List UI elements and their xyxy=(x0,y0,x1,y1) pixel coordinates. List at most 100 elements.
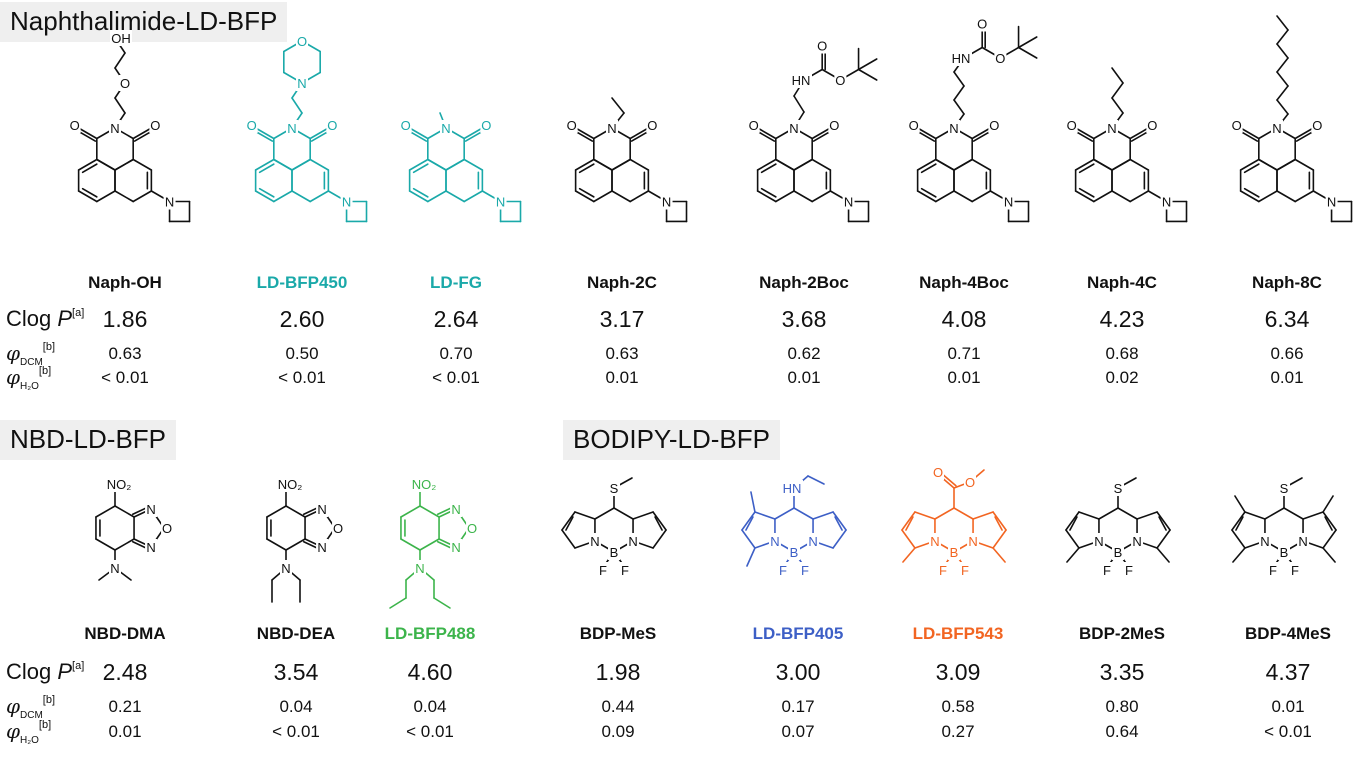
bond xyxy=(775,158,795,171)
phi-h2o-value: < 0.01 xyxy=(101,368,149,387)
atom-label-o: O xyxy=(333,521,343,536)
bond xyxy=(741,511,756,531)
bond xyxy=(565,516,574,531)
phi-h2o-value: 0.01 xyxy=(605,368,639,387)
atom-label-b: B xyxy=(610,545,619,560)
bond xyxy=(309,127,330,140)
molecule-Naph-4C: O O N N xyxy=(1065,67,1188,223)
atom-label-s: S xyxy=(1280,481,1289,496)
bond xyxy=(1093,190,1113,203)
atom-label-n: N xyxy=(1094,534,1103,549)
atom-mask xyxy=(1146,117,1159,133)
atom-mask xyxy=(326,117,339,133)
atom-label-n: N xyxy=(949,121,958,136)
bond xyxy=(412,163,429,174)
atom-mask xyxy=(597,562,609,578)
bond xyxy=(1231,529,1246,549)
atom-label-n: N xyxy=(1298,534,1307,549)
atom-label-o: O xyxy=(481,118,491,133)
bond xyxy=(811,190,832,203)
molecule-Naph-2C: O O N N xyxy=(565,97,688,223)
phi-symbol: φ xyxy=(6,365,21,389)
atom-label-n: N xyxy=(808,534,817,549)
bond xyxy=(285,505,306,518)
row-label-phi-h2o-bottom: φH₂O [b] xyxy=(6,719,51,746)
bond xyxy=(1136,511,1158,520)
solvent-subscript: H₂O xyxy=(20,735,39,746)
phi-h2o-value: 0.01 xyxy=(787,368,821,387)
atom-label-o: O xyxy=(817,39,827,54)
atom-label-n: N xyxy=(607,121,616,136)
clogp-value: 4.37 xyxy=(1265,659,1311,685)
atom-mask xyxy=(279,476,301,492)
atom-mask xyxy=(332,520,345,536)
bond xyxy=(408,190,429,203)
bond xyxy=(1258,190,1278,203)
section-title-naphthalimide: Naphthalimide-LD-BFP xyxy=(0,2,288,42)
molecule-Naph-OH: O O N O OH N xyxy=(68,30,191,223)
phi-h2o-value: 0.07 xyxy=(781,722,815,741)
clogp-value: 3.68 xyxy=(781,306,827,332)
bond xyxy=(463,158,484,171)
bond xyxy=(807,475,825,485)
bond xyxy=(1322,547,1336,563)
bond xyxy=(756,127,777,140)
bond xyxy=(419,538,440,551)
bond xyxy=(273,158,293,171)
atom-mask xyxy=(163,193,176,210)
atom-label-n: N xyxy=(1004,195,1013,210)
bond xyxy=(760,163,777,174)
bond xyxy=(132,127,153,140)
atom-label-n: N xyxy=(968,534,977,549)
atom-label-o: O xyxy=(965,475,975,490)
bond xyxy=(1276,99,1289,115)
section-title-nbd: NBD-LD-BFP xyxy=(0,420,177,460)
atom-mask xyxy=(988,117,1001,133)
atom-label-f: F xyxy=(801,563,809,578)
phi-dcm-value: 0.58 xyxy=(941,697,975,716)
bond xyxy=(1074,158,1095,171)
bond xyxy=(754,511,776,520)
compound-name: BDP-2MeS xyxy=(1079,624,1165,643)
atom-mask xyxy=(414,560,426,576)
clogp-value: 1.86 xyxy=(102,306,148,332)
bond xyxy=(992,511,1007,531)
atom-label-o: O xyxy=(829,118,839,133)
atom-label-o: O xyxy=(835,73,845,88)
bond xyxy=(1065,529,1080,549)
bond xyxy=(1232,547,1246,563)
bond xyxy=(629,127,650,140)
atom-label-f: F xyxy=(1125,563,1133,578)
bond xyxy=(902,547,916,563)
atom-mask xyxy=(928,533,941,549)
atom-mask xyxy=(967,533,980,549)
atom-label-f: F xyxy=(1269,563,1277,578)
bond xyxy=(1111,158,1131,171)
atom-label-o: O xyxy=(909,118,919,133)
phi-dcm-value: 0.01 xyxy=(1271,697,1305,716)
bond xyxy=(1276,57,1289,73)
phi-dcm-value: 0.62 xyxy=(787,344,821,363)
atom-mask xyxy=(976,15,989,32)
p-text: P xyxy=(57,306,73,331)
atom-label-hn: HN xyxy=(783,481,802,496)
bond xyxy=(81,187,98,198)
phi-dcm-value: 0.44 xyxy=(601,697,635,716)
atom-mask xyxy=(161,520,174,536)
clogp-value: 3.17 xyxy=(599,306,645,332)
bond xyxy=(652,529,667,549)
atom-label-n: N xyxy=(662,195,671,210)
bond xyxy=(971,190,992,203)
bond xyxy=(561,511,576,531)
atom-label-n: N xyxy=(415,561,424,576)
atom-label-hn: HN xyxy=(792,73,811,88)
atom-label-o: O xyxy=(247,118,257,133)
bond xyxy=(629,158,650,171)
bond xyxy=(1324,516,1333,531)
bond xyxy=(1276,190,1296,203)
bond xyxy=(905,516,914,531)
atom-mask xyxy=(948,120,960,136)
